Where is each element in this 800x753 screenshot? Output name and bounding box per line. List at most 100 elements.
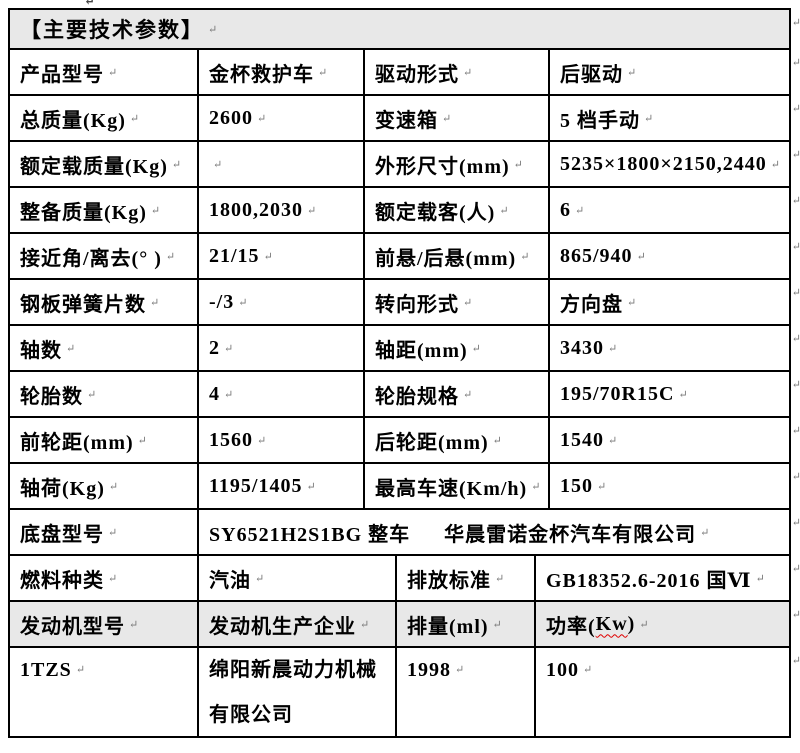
param-value: 方向盘 <box>560 293 623 316</box>
param-label: 外形尺寸(mm) <box>375 155 510 178</box>
paragraph-mark-icon: ↵ <box>108 572 118 585</box>
param-value-cell: 后驱动 ↵ <box>548 50 789 94</box>
engine-power: 100 <box>546 659 579 681</box>
paragraph-mark-icon: ↵ <box>307 204 317 217</box>
param-value-cell: 3430 ↵ <box>548 326 789 370</box>
paragraph-mark-icon: ↵ <box>150 296 160 309</box>
param-label-cell: 额定载客(人) ↵ <box>363 188 548 232</box>
param-label-cell: 排放标准 ↵ <box>395 556 534 600</box>
table-row: 接近角/离去(° ) ↵ 21/15 ↵ 前悬/后悬(mm) ↵ 865/940 ↵ <box>10 232 800 278</box>
param-label: 发动机型号 <box>20 615 125 638</box>
paragraph-mark-icon: ↵ <box>257 112 267 125</box>
param-label-cell: 轮胎规格 ↵ <box>363 372 548 416</box>
param-label: 轴数 <box>20 339 62 362</box>
param-value-cell: 金杯救护车 ↵ <box>197 50 363 94</box>
param-label: 变速箱 <box>375 109 438 132</box>
table-row: 轴数 ↵ 2 ↵ 轴距(mm) ↵ 3430 ↵ <box>10 324 800 370</box>
param-value: 1800,2030 <box>209 198 303 221</box>
param-label-cell: 变速箱 ↵ <box>363 96 548 140</box>
paragraph-mark-icon: ↵ <box>306 480 316 493</box>
table-title-cell: 【主要技术参数】 ↵ <box>10 10 789 48</box>
paragraph-mark-icon: ↵ <box>208 23 218 36</box>
param-label-cell: 发动机型号 ↵ <box>10 602 197 646</box>
paragraph-mark-icon: ↵ <box>257 434 267 447</box>
param-label-cell: 发动机生产企业 ↵ <box>197 602 395 646</box>
paragraph-mark-icon: ↵ <box>108 480 119 493</box>
engine-header-row: 发动机型号 ↵ 发动机生产企业 ↵ 排量(ml) ↵ 功率(Kw) ↵ <box>10 600 800 646</box>
param-value-cell: 5235×1800×2150,2440 ↵ <box>548 142 789 186</box>
param-label: 轴距(mm) <box>375 339 468 362</box>
chassis-manufacturer: 华晨雷诺金杯汽车有限公司 <box>444 523 697 546</box>
param-value-cell: 4 ↵ <box>197 372 363 416</box>
table-row: 钢板弹簧片数 ↵ -/3 ↵ 转向形式 ↵ 方向盘 ↵ <box>10 278 800 324</box>
paragraph-mark-icon: ↵ <box>224 388 234 401</box>
param-value-cell: 1540 ↵ <box>548 418 789 462</box>
param-label-cell: 后轮距(mm) ↵ <box>363 418 548 462</box>
power-label-prefix: 功率( <box>546 615 596 638</box>
table-row: 轮胎数 ↵ 4 ↵ 轮胎规格 ↵ 195/70R15C ↵ <box>10 370 800 416</box>
table-row: 总质量(Kg) ↵ 2600 ↵ 变速箱 ↵ 5 档手动 ↵ <box>10 94 800 140</box>
param-label-cell: 前悬/后悬(mm) ↵ <box>363 234 548 278</box>
param-label-cell: 轴荷(Kg) ↵ <box>10 464 197 508</box>
engine-manufacturer: 绵阳新晨动力机械有限公司 <box>209 659 377 726</box>
param-label: 额定载客(人) <box>375 201 496 224</box>
param-value-cell: 100 ↵ <box>534 648 789 736</box>
power-label-suffix: ) <box>627 612 636 635</box>
param-label-cell: 驱动形式 ↵ <box>363 50 548 94</box>
paragraph-mark-icon: ↵ <box>224 342 234 355</box>
table-title: 【主要技术参数】 <box>20 18 204 42</box>
cropped-paragraph-mark-icon: ↵ <box>84 0 95 8</box>
technical-parameters-table: 【主要技术参数】 ↵ 产品型号 ↵ 金杯救护车 ↵ 驱动形式 ↵ 后驱动 ↵ 总质量(K… <box>8 8 800 738</box>
paragraph-mark-icon: ↵ <box>255 572 265 585</box>
param-label: 钢板弹簧片数 <box>20 293 146 316</box>
param-value: 865/940 <box>560 244 633 267</box>
param-label-cell: 钢板弹簧片数 ↵ <box>10 280 197 324</box>
engine-displacement: 1998 <box>407 659 451 681</box>
param-value: 汽油 <box>209 569 251 592</box>
param-label: 燃料种类 <box>20 569 104 592</box>
paragraph-mark-icon: ↵ <box>108 66 118 79</box>
param-label: 接近角/离去(° ) <box>20 247 162 270</box>
param-label: 轴荷(Kg) <box>20 477 105 500</box>
table-row: 产品型号 ↵ 金杯救护车 ↵ 驱动形式 ↵ 后驱动 ↵ <box>10 48 800 94</box>
param-value-cell: 1800,2030 ↵ <box>197 188 363 232</box>
param-label-cell: 排量(ml) ↵ <box>395 602 534 646</box>
chassis-value-cell: SY6521H2S1BG 整车 华晨雷诺金杯汽车有限公司 ↵ <box>197 510 789 554</box>
param-value-cell: 1560 ↵ <box>197 418 363 462</box>
param-label-cell: 额定载质量(Kg) ↵ <box>10 142 197 186</box>
param-value-cell: 150 ↵ <box>548 464 789 508</box>
table-row: 前轮距(mm) ↵ 1560 ↵ 后轮距(mm) ↵ 1540 ↵ <box>10 416 800 462</box>
param-value: 1540 <box>560 428 604 451</box>
paragraph-mark-icon: ↵ <box>583 664 593 676</box>
param-label: 前轮距(mm) <box>20 431 134 454</box>
paragraph-mark-icon: ↵ <box>75 664 86 676</box>
param-label: 发动机生产企业 <box>209 615 356 638</box>
param-value: 1560 <box>209 428 253 451</box>
param-label: 转向形式 <box>375 293 459 316</box>
param-label-cell: 总质量(Kg) ↵ <box>10 96 197 140</box>
param-label: 总质量(Kg) <box>20 109 126 132</box>
param-label-cell: 轮胎数 ↵ <box>10 372 197 416</box>
paragraph-mark-icon: ↵ <box>165 250 176 263</box>
param-value: 2 <box>209 336 220 359</box>
param-label-cell: 外形尺寸(mm) ↵ <box>363 142 548 186</box>
param-value-cell: 汽油 ↵ <box>197 556 395 600</box>
engine-data-row: 1TZS ↵ 绵阳新晨动力机械有限公司 1998 ↵ 100 ↵ <box>10 646 800 736</box>
param-label-cell: 产品型号 ↵ <box>10 50 197 94</box>
paragraph-mark-icon: ↵ <box>318 66 328 79</box>
table-row: 轴荷(Kg) ↵ 1195/1405 ↵ 最高车速(Km/h) ↵ 150 ↵ <box>10 462 800 508</box>
paragraph-mark-icon: ↵ <box>636 250 646 263</box>
paragraph-mark-icon: ↵ <box>238 296 248 309</box>
paragraph-mark-icon: ↵ <box>597 480 607 493</box>
param-value: 后驱动 <box>560 63 623 86</box>
paragraph-mark-icon: ↵ <box>171 158 182 171</box>
param-label-cell: 整备质量(Kg) ↵ <box>10 188 197 232</box>
param-value-cell: 2600 ↵ <box>197 96 363 140</box>
param-value: 4 <box>209 382 220 405</box>
param-value-cell: GB18352.6-2016 国Ⅵ ↵ <box>534 556 789 600</box>
param-value-cell: 195/70R15C ↵ <box>548 372 789 416</box>
param-value: 21/15 <box>209 244 260 267</box>
param-label-cell: 前轮距(mm) ↵ <box>10 418 197 462</box>
param-label-cell: 底盘型号 ↵ <box>10 510 197 554</box>
paragraph-mark-icon: ↵ <box>575 204 585 217</box>
